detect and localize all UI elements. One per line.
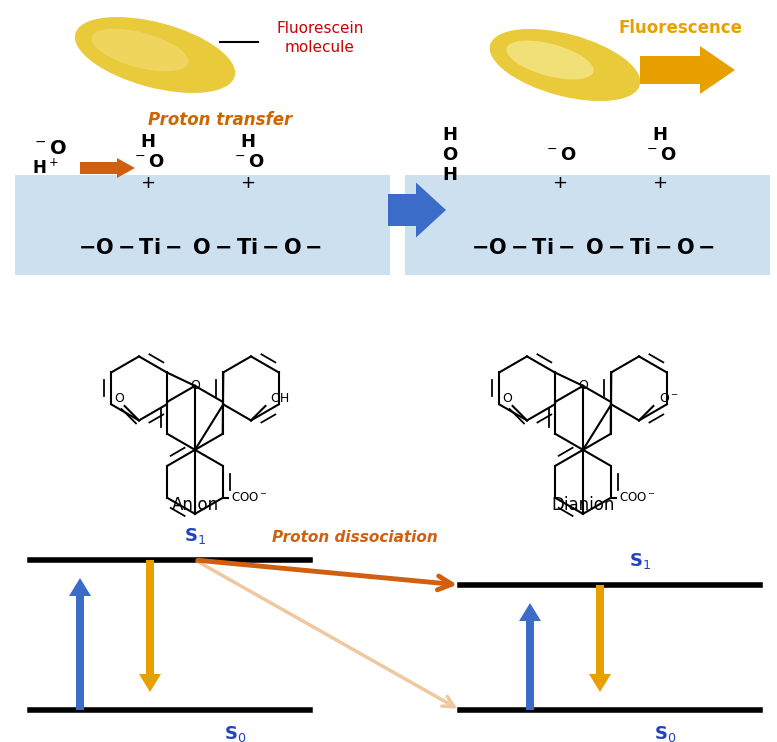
Ellipse shape bbox=[507, 41, 594, 79]
Text: S$_1$: S$_1$ bbox=[184, 526, 206, 546]
Text: COO$^-$: COO$^-$ bbox=[231, 491, 267, 505]
Text: O: O bbox=[114, 393, 124, 405]
Text: COO$^-$: COO$^-$ bbox=[618, 491, 655, 505]
Text: O: O bbox=[503, 393, 512, 405]
Text: $+$: $+$ bbox=[141, 174, 155, 192]
Text: Dianion: Dianion bbox=[552, 496, 615, 514]
FancyArrow shape bbox=[519, 603, 541, 710]
Text: $+$: $+$ bbox=[653, 174, 667, 192]
Text: $^-$O: $^-$O bbox=[32, 139, 67, 157]
Text: $^-$O: $^-$O bbox=[544, 146, 577, 164]
Ellipse shape bbox=[75, 17, 235, 93]
Text: O: O bbox=[190, 379, 200, 393]
Bar bbox=[15, 175, 390, 275]
Text: $^-$O: $^-$O bbox=[643, 146, 676, 164]
Text: S$_1$: S$_1$ bbox=[629, 551, 651, 571]
Text: H$^+$: H$^+$ bbox=[32, 158, 59, 177]
Ellipse shape bbox=[92, 29, 189, 71]
Text: H: H bbox=[141, 133, 155, 151]
Text: Fluorescence: Fluorescence bbox=[618, 19, 742, 37]
Text: S$_0$: S$_0$ bbox=[653, 724, 676, 742]
Text: H: H bbox=[241, 133, 256, 151]
Text: O$^-$: O$^-$ bbox=[659, 393, 678, 405]
Text: O: O bbox=[578, 379, 588, 393]
FancyArrow shape bbox=[640, 46, 735, 94]
Text: Fluorescein
molecule: Fluorescein molecule bbox=[277, 22, 364, 55]
Ellipse shape bbox=[490, 29, 640, 101]
Text: O: O bbox=[442, 146, 458, 164]
Text: Proton transfer: Proton transfer bbox=[148, 111, 292, 129]
FancyArrow shape bbox=[69, 578, 91, 710]
FancyArrow shape bbox=[388, 183, 446, 237]
FancyArrow shape bbox=[589, 585, 611, 692]
Text: H: H bbox=[442, 126, 458, 144]
FancyArrow shape bbox=[80, 158, 135, 178]
Text: S$_0$: S$_0$ bbox=[224, 724, 246, 742]
Text: $^-$O: $^-$O bbox=[132, 153, 164, 171]
Text: OH: OH bbox=[270, 393, 290, 405]
Text: H: H bbox=[442, 166, 458, 184]
Text: Proton dissociation: Proton dissociation bbox=[272, 531, 438, 545]
Text: $^-$O: $^-$O bbox=[232, 153, 264, 171]
Text: $\mathbf{-O-Ti-\ O-Ti-O-}$: $\mathbf{-O-Ti-\ O-Ti-O-}$ bbox=[471, 238, 715, 258]
Bar bbox=[405, 175, 770, 275]
Text: $+$: $+$ bbox=[552, 174, 567, 192]
Text: $\mathbf{-O-Ti-\ O-Ti-O-}$: $\mathbf{-O-Ti-\ O-Ti-O-}$ bbox=[78, 238, 322, 258]
Text: $+$: $+$ bbox=[240, 174, 256, 192]
FancyArrow shape bbox=[139, 560, 161, 692]
Text: H: H bbox=[653, 126, 667, 144]
Text: Anion: Anion bbox=[172, 496, 218, 514]
